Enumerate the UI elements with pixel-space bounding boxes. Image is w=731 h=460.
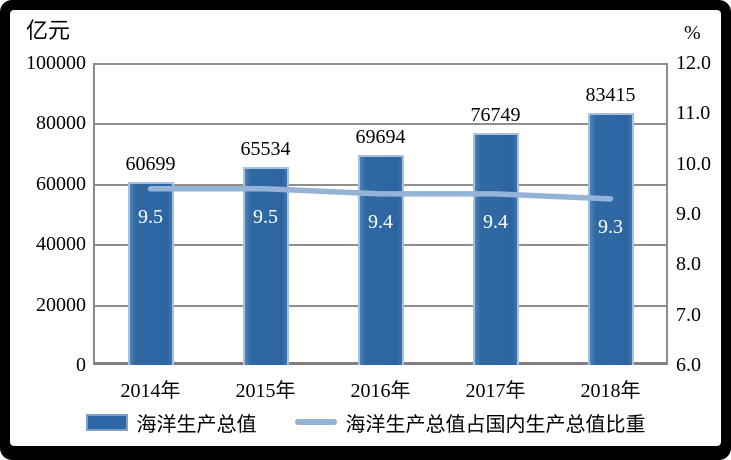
x-tick-label: 2016年 [350,380,411,402]
bar [472,133,519,365]
gridline [95,123,666,126]
y-tick-label-right: 10.0 [676,152,711,175]
legend: 海洋生产总值 海洋生产总值占国内生产总值比重 [0,407,731,437]
y-tick-label-left: 100000 [26,52,86,74]
bar [587,113,634,365]
x-tick-label: 2014年 [120,380,181,402]
bar-value-label: 65534 [240,138,291,161]
y-tick-label-right: 7.0 [676,303,701,326]
left-axis-title: 亿元 [26,18,71,43]
y-tick-label-right: 11.0 [676,102,711,125]
line-point-label: 9.5 [253,205,278,228]
y-tick-label-right: 6.0 [676,354,701,376]
y-tick-label-left: 80000 [36,112,86,135]
line-point-label: 9.5 [138,205,163,228]
bar [242,167,289,365]
legend-item-bar-series: 海洋生产总值 [85,408,257,437]
x-tick-label: 2015年 [235,380,296,402]
y-tick-label-right: 9.0 [676,203,701,225]
line-series-swatch-icon [294,419,337,425]
line-point-label: 9.4 [368,210,393,233]
x-tick-label: 2018年 [580,380,641,402]
y-tick-label-left: 0 [76,354,86,376]
right-axis-title: % [684,22,701,44]
bar-value-label: 69694 [355,125,406,148]
y-tick-label-left: 40000 [36,233,86,256]
y-tick-label-right: 12.0 [676,52,711,74]
bar-value-label: 83415 [585,84,636,107]
y-tick-label-right: 8.0 [676,253,701,276]
bar-series-swatch-icon [85,413,128,431]
line-point-label: 9.4 [483,210,508,233]
bar [357,154,404,365]
line-point-label: 9.3 [598,215,623,238]
bar-value-label: 76749 [470,104,521,127]
bar [127,181,174,365]
bar-value-label: 60699 [125,152,176,175]
line-series-label: 海洋生产总值占国内生产总值比重 [345,413,646,436]
y-tick-label-left: 60000 [36,172,86,195]
x-tick-label: 2017年 [465,380,526,402]
y-tick-label-left: 20000 [36,293,86,316]
legend-item-line-series: 海洋生产总值占国内生产总值比重 [294,408,646,437]
bar-series-label: 海洋生产总值 [136,413,257,436]
